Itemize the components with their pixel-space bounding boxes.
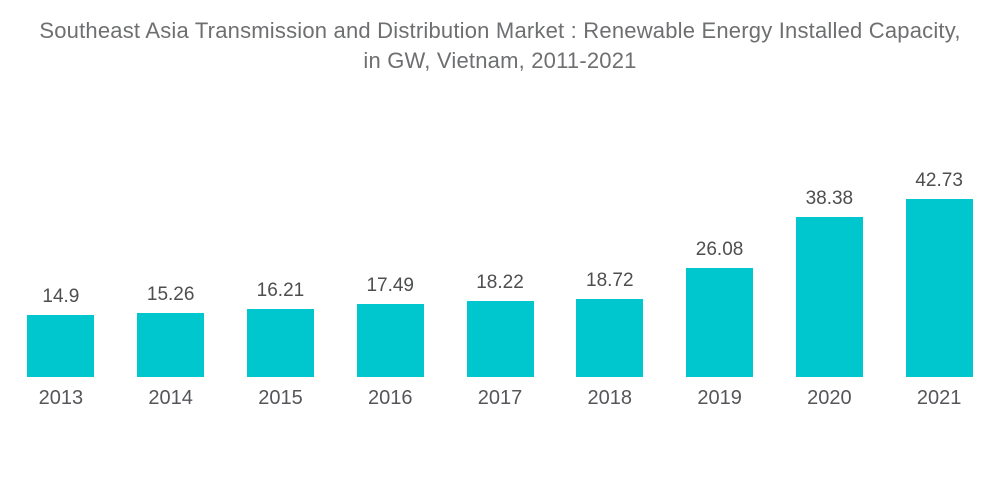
x-axis-label: 2014 xyxy=(148,387,193,409)
bar-group: 42.73 2021 xyxy=(884,150,994,410)
x-axis-label: 2015 xyxy=(258,387,303,409)
bars-row: 14.9 2013 15.26 2014 16.21 2015 17.49 xyxy=(6,150,994,410)
bar-value-label: 42.73 xyxy=(915,170,963,191)
bar-group: 17.49 2016 xyxy=(335,150,445,410)
bar-value-label: 17.49 xyxy=(366,275,414,296)
bar-stack: 15.26 xyxy=(116,150,226,377)
bar-value-label: 26.08 xyxy=(695,239,744,260)
x-axis-label: 2017 xyxy=(477,387,523,409)
bar xyxy=(137,313,205,377)
bar-stack: 26.08 xyxy=(665,150,775,377)
x-axis-label: 2016 xyxy=(367,387,413,409)
bar-group: 38.38 2020 xyxy=(774,150,884,410)
bar-group: 18.22 2017 xyxy=(445,150,555,410)
chart-title-line2: in GW, Vietnam, 2011-2021 xyxy=(363,48,637,73)
bar xyxy=(246,309,314,377)
bar-stack: 16.21 xyxy=(226,150,336,377)
bar-group: 14.9 2013 xyxy=(6,150,116,410)
bar-group: 16.21 2015 xyxy=(226,150,336,410)
bar xyxy=(466,301,534,377)
bar-group: 15.26 2014 xyxy=(116,150,226,410)
bar xyxy=(356,304,424,377)
x-axis-label: 2018 xyxy=(587,387,633,409)
bar-stack: 42.73 xyxy=(884,150,994,377)
bar-stack: 18.22 xyxy=(445,150,555,377)
bar-chart: 14.9 2013 15.26 2014 16.21 2015 17.49 xyxy=(6,150,994,410)
bar-stack: 18.72 xyxy=(555,150,665,377)
bar xyxy=(795,217,863,377)
chart-title: Southeast Asia Transmission and Distribu… xyxy=(0,16,1000,76)
bar xyxy=(905,199,973,377)
bar xyxy=(576,299,644,377)
bar-stack: 38.38 xyxy=(774,150,884,377)
bar-stack: 14.9 xyxy=(6,150,116,377)
bar xyxy=(686,268,754,377)
chart-title-line1: Southeast Asia Transmission and Distribu… xyxy=(39,18,961,43)
x-axis-label: 2020 xyxy=(807,387,852,409)
bar-value-label: 14.9 xyxy=(42,286,80,307)
bar xyxy=(27,315,95,377)
bar-group: 26.08 2019 xyxy=(665,150,775,410)
bar-group: 18.72 2018 xyxy=(555,150,665,410)
bar-value-label: 38.38 xyxy=(805,188,854,209)
bar-stack: 17.49 xyxy=(335,150,445,377)
x-axis-label: 2019 xyxy=(697,387,742,409)
bar-value-label: 15.26 xyxy=(146,284,195,305)
bar-value-label: 18.22 xyxy=(476,272,524,293)
x-axis-label: 2013 xyxy=(38,387,84,409)
x-axis-label: 2021 xyxy=(916,387,962,409)
bar-value-label: 16.21 xyxy=(256,280,305,301)
bar-value-label: 18.72 xyxy=(586,270,634,291)
